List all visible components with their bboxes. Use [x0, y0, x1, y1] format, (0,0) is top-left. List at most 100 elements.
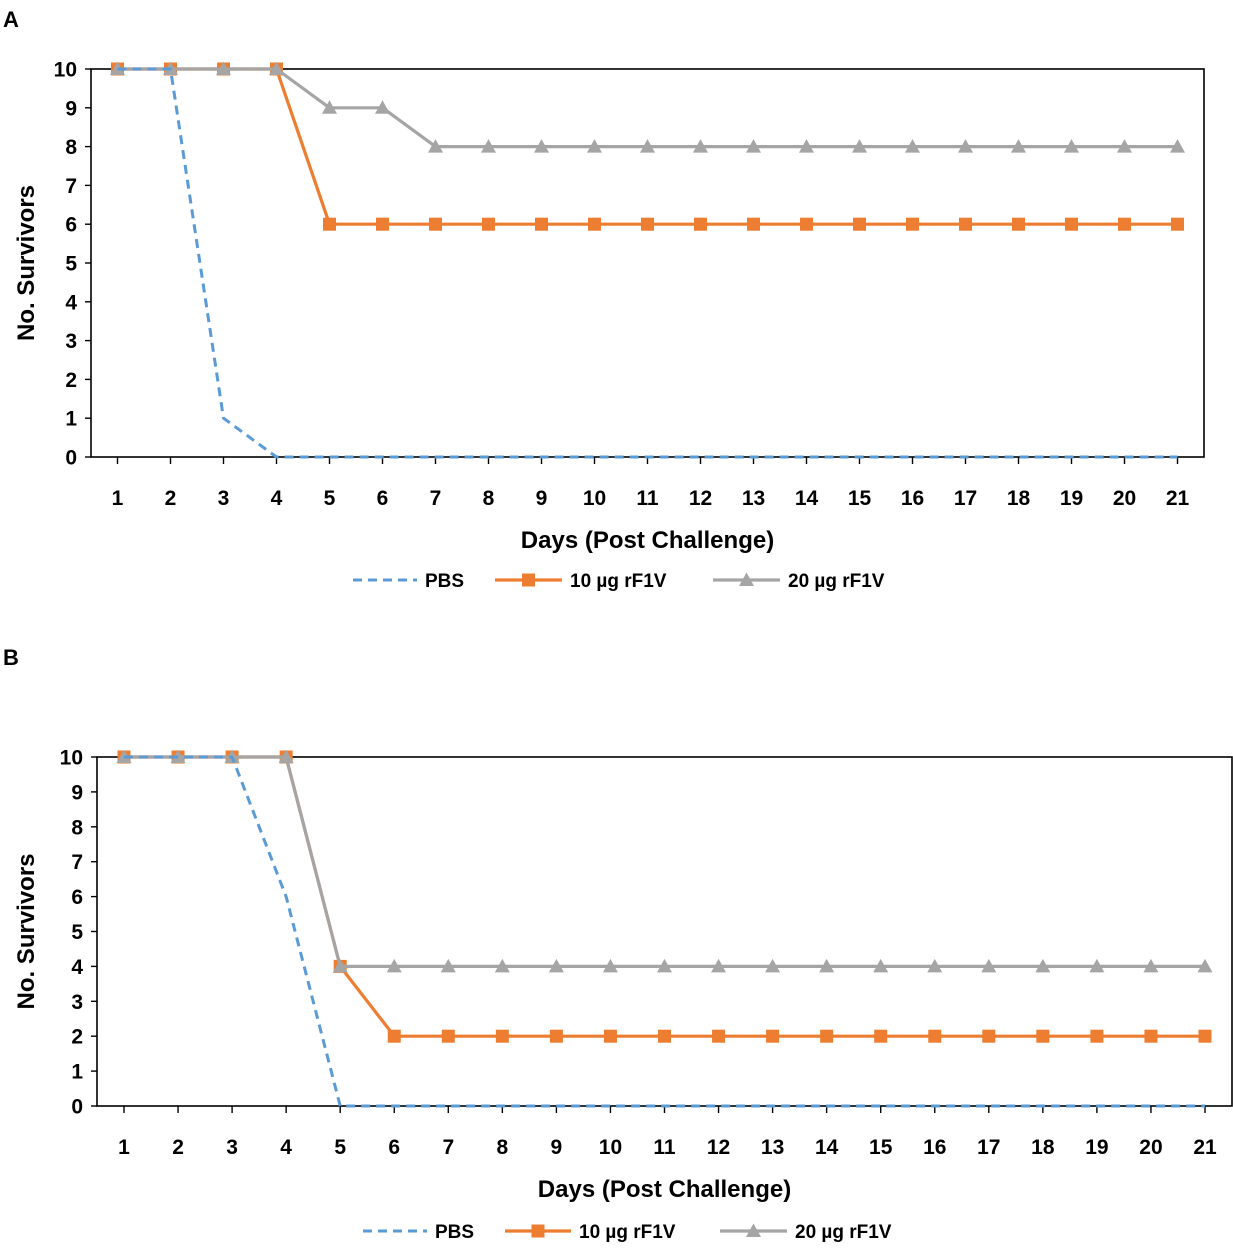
x-tick-label: 16 [923, 1136, 946, 1159]
data-point-10-ug-rf1v [658, 1029, 671, 1043]
x-tick-label: 11 [653, 1136, 676, 1159]
data-point-20-ug-rf1v [216, 61, 231, 75]
data-point-20-ug-rf1v [657, 958, 672, 973]
series-line-20-ug-rf1v [117, 67, 1178, 149]
x-tick-label: 15 [869, 1136, 893, 1159]
y-tick-label: 6 [65, 214, 77, 237]
x-tick-label: 4 [271, 487, 283, 510]
data-point-20-ug-rf1v [873, 958, 889, 973]
data-point-10-ug-rf1v [1144, 1029, 1158, 1043]
data-point-20-ug-rf1v [170, 749, 186, 763]
data-point-20-ug-rf1v [494, 958, 510, 973]
x-tick-label: 15 [848, 487, 872, 510]
data-point-20-ug-rf1v [602, 958, 618, 973]
data-point-20-ug-rf1v [640, 139, 655, 153]
data-point-10-ug-rf1v [535, 217, 548, 231]
y-tick-label: 9 [65, 97, 77, 120]
data-point-10-ug-rf1v [959, 217, 972, 231]
y-tick-label: 4 [65, 291, 77, 314]
y-tick-label: 8 [71, 816, 83, 839]
legend-marker-10-ug-rf1v [531, 1224, 545, 1238]
y-tick-label: 10 [54, 59, 77, 82]
data-point-10-ug-rf1v [712, 1029, 726, 1043]
data-point-10-ug-rf1v [495, 1029, 509, 1043]
x-tick-label: 5 [334, 1136, 346, 1159]
x-tick-label: 14 [795, 487, 819, 510]
legend-label-10-ug-rf1v: 10 µg rF1V [570, 571, 667, 592]
data-point-10-ug-rf1v [800, 217, 813, 231]
plot-frame [96, 756, 1233, 1107]
data-point-10-ug-rf1v [1171, 217, 1184, 231]
data-point-10-ug-rf1v [820, 1029, 834, 1043]
data-point-20-ug-rf1v [905, 139, 920, 153]
legend-label-pbs: PBS [435, 1222, 474, 1243]
y-tick-label: 9 [71, 781, 83, 804]
data-point-20-ug-rf1v [1064, 139, 1079, 153]
x-tick-label: 10 [583, 487, 606, 510]
data-point-20-ug-rf1v [1117, 139, 1132, 153]
x-tick-label: 8 [497, 1136, 509, 1159]
data-point-20-ug-rf1v [1197, 958, 1213, 973]
y-tick-label: 7 [71, 851, 83, 874]
x-tick-label: 12 [689, 487, 712, 510]
y-tick-label: 5 [71, 921, 83, 944]
x-tick-label: 8 [483, 487, 495, 510]
x-tick-label: 1 [112, 487, 124, 510]
x-tick-label: 2 [165, 487, 177, 510]
legend-label-10-ug-rf1v: 10 µg rF1V [579, 1222, 676, 1243]
x-tick-label: 1 [118, 1136, 130, 1159]
data-point-20-ug-rf1v [322, 100, 337, 114]
data-point-20-ug-rf1v [1089, 958, 1105, 973]
data-point-10-ug-rf1v [429, 217, 442, 231]
x-tick-label: 16 [901, 487, 924, 510]
data-point-20-ug-rf1v [927, 958, 943, 973]
legend: PBS 10 µg rF1V 20 µg rF1V [353, 571, 885, 592]
x-tick-label: 7 [442, 1136, 454, 1159]
x-tick-label: 3 [218, 487, 230, 510]
data-point-20-ug-rf1v [481, 139, 496, 153]
y-tick-label: 3 [71, 991, 83, 1014]
x-tick-label: 13 [761, 1136, 784, 1159]
y-tick-label: 6 [71, 886, 83, 909]
data-point-10-ug-rf1v [853, 217, 866, 231]
data-point-20-ug-rf1v [799, 139, 814, 153]
y-tick-label: 8 [65, 136, 77, 159]
data-point-20-ug-rf1v [852, 139, 867, 153]
data-point-20-ug-rf1v [693, 139, 708, 153]
x-tick-label: 20 [1139, 1136, 1162, 1159]
data-point-20-ug-rf1v [269, 61, 284, 75]
data-point-20-ug-rf1v [765, 958, 781, 973]
data-point-10-ug-rf1v [603, 1029, 617, 1043]
series-line-pbs [117, 67, 1178, 459]
y-tick-label: 0 [65, 447, 77, 470]
y-tick-label: 5 [65, 253, 77, 276]
x-tick-label: 14 [815, 1136, 839, 1159]
x-tick-label: 3 [226, 1136, 238, 1159]
panel-label: A [3, 7, 19, 32]
data-point-20-ug-rf1v [1011, 139, 1026, 153]
x-tick-label: 2 [172, 1136, 184, 1159]
y-tick-label: 0 [71, 1096, 83, 1119]
y-tick-label: 1 [71, 1061, 83, 1084]
data-point-10-ug-rf1v [694, 217, 707, 231]
data-point-20-ug-rf1v [278, 749, 294, 763]
y-axis-title: No. Survivors [13, 185, 40, 341]
y-tick-label: 1 [65, 408, 77, 431]
data-point-20-ug-rf1v [1170, 139, 1185, 153]
x-tick-label: 13 [742, 487, 765, 510]
series-line-20-ug-rf1v [124, 755, 1205, 969]
data-point-10-ug-rf1v [549, 1029, 563, 1043]
data-point-20-ug-rf1v [440, 958, 456, 973]
x-tick-label: 9 [551, 1136, 563, 1159]
series-line-pbs [124, 755, 1205, 1108]
x-tick-label: 19 [1085, 1136, 1108, 1159]
data-point-10-ug-rf1v [1036, 1029, 1050, 1043]
data-point-10-ug-rf1v [387, 1029, 401, 1043]
data-point-10-ug-rf1v [1012, 217, 1025, 231]
x-tick-label: 7 [430, 487, 442, 510]
data-point-20-ug-rf1v [711, 958, 727, 973]
data-point-10-ug-rf1v [928, 1029, 942, 1043]
x-tick-label: 5 [324, 487, 336, 510]
